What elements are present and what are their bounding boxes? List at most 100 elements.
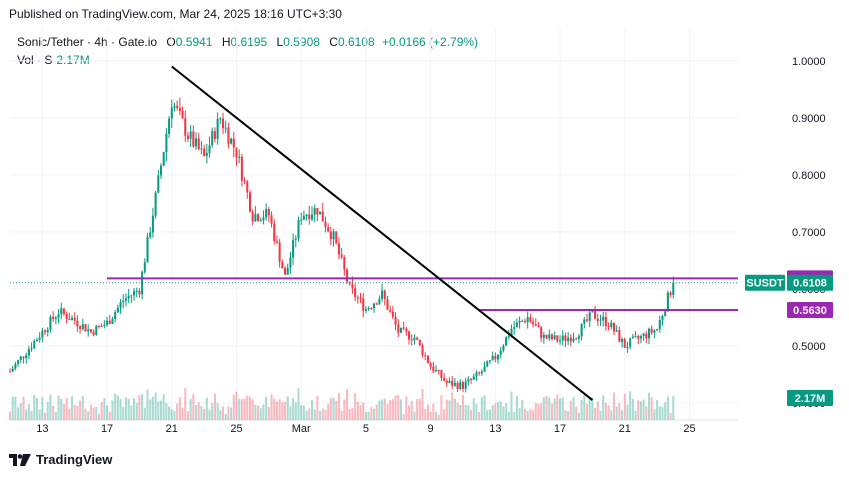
volume-bar	[87, 411, 90, 420]
candle-body	[275, 241, 278, 243]
volume-bar	[41, 397, 44, 420]
candle-body	[189, 131, 192, 139]
candle-body	[451, 380, 454, 386]
volume-bar	[283, 401, 287, 420]
volume-bar	[580, 399, 583, 420]
candle-body	[356, 297, 359, 299]
candle-body	[488, 360, 491, 362]
candle-body	[27, 349, 30, 356]
candle-body	[618, 330, 621, 342]
volume-bar	[103, 398, 106, 420]
candle-body	[661, 315, 664, 321]
time-axis-label: 9	[428, 423, 434, 435]
candle-body	[383, 290, 386, 300]
candle-body	[647, 328, 651, 339]
candle-body	[346, 269, 349, 282]
volume-bar	[653, 409, 656, 420]
volume-legend[interactable]: Vol · S 2.17M	[17, 53, 90, 67]
candle-body	[211, 131, 214, 146]
symbol-price-tag-bg	[745, 274, 785, 291]
candle-body	[133, 290, 136, 296]
candle-body	[87, 329, 90, 332]
volume-bar	[542, 397, 545, 420]
volume-bar	[162, 394, 165, 420]
candle-body	[184, 118, 187, 136]
volume-bar	[189, 398, 192, 420]
volume-bar	[70, 396, 74, 420]
candle-body	[545, 334, 548, 339]
volume-bar	[367, 411, 370, 420]
volume-bar	[151, 396, 154, 420]
candle-body	[434, 370, 438, 372]
volume-bar	[472, 398, 475, 420]
candle-body	[305, 214, 308, 217]
candle-body	[11, 368, 14, 372]
volume-bar	[639, 401, 642, 420]
volume-bar	[122, 407, 125, 420]
volume-bar	[567, 411, 570, 420]
candle-body	[542, 334, 545, 338]
volume-bar	[230, 407, 233, 420]
volume-bar	[537, 403, 540, 420]
volume-bar	[410, 400, 413, 420]
candle-body	[173, 105, 176, 108]
volume-bar	[612, 392, 615, 420]
volume-bar	[278, 399, 281, 420]
candle-body	[486, 361, 489, 367]
candle-body	[73, 317, 76, 321]
price-axis-label: 0.5000	[792, 341, 826, 353]
candle-body	[186, 135, 189, 139]
candle-body	[267, 209, 270, 216]
volume-bar	[375, 404, 378, 420]
volume-bar	[497, 402, 500, 420]
volume-bar	[219, 410, 222, 420]
candle-body	[410, 339, 413, 341]
volume-bar	[329, 397, 332, 420]
volume-bar	[532, 410, 535, 420]
price-axis-label: 0.9000	[792, 113, 826, 125]
volume-bar	[491, 405, 494, 420]
volume-bar	[127, 398, 130, 420]
candle-body	[248, 192, 251, 212]
volume-bar	[308, 408, 311, 420]
candle-body	[461, 382, 465, 389]
volume-bar	[475, 403, 478, 420]
candle-body	[327, 227, 330, 232]
volume-bar	[192, 394, 195, 420]
volume-bar	[351, 407, 354, 420]
candle-body	[14, 364, 17, 369]
candle-body	[621, 338, 624, 342]
volume-bar	[143, 408, 146, 420]
candle-body	[664, 311, 667, 316]
candle-body	[151, 215, 154, 233]
candle-body	[588, 312, 591, 321]
candle-body	[418, 339, 421, 346]
candle-body	[49, 316, 52, 330]
volume-bar	[424, 409, 427, 420]
candle-body	[111, 318, 114, 324]
volume-bar	[238, 399, 241, 420]
candle-body	[116, 307, 119, 313]
candle-body	[41, 330, 44, 338]
volume-bar	[181, 407, 184, 420]
candle-body	[203, 148, 206, 156]
volume-bar	[575, 406, 578, 420]
candle-body	[426, 355, 429, 364]
volume-bar	[173, 410, 176, 420]
volume-bar	[27, 404, 30, 420]
volume-bar	[310, 399, 314, 420]
candle-body	[559, 340, 562, 342]
price-label-support: 0.5630	[793, 305, 827, 317]
candle-body	[324, 221, 327, 228]
volume-bar	[168, 406, 171, 420]
candle-body	[79, 326, 82, 330]
symbol-title[interactable]: Sonic/Tether · 4h · Gate.io	[17, 35, 158, 49]
volume-bar	[135, 402, 138, 420]
candle-body	[60, 308, 63, 315]
candle-body	[278, 242, 281, 262]
candle-body	[154, 192, 157, 216]
volume-bar	[656, 399, 659, 420]
candle-body	[596, 318, 599, 321]
tradingview-logo[interactable]: TradingView	[9, 452, 112, 467]
